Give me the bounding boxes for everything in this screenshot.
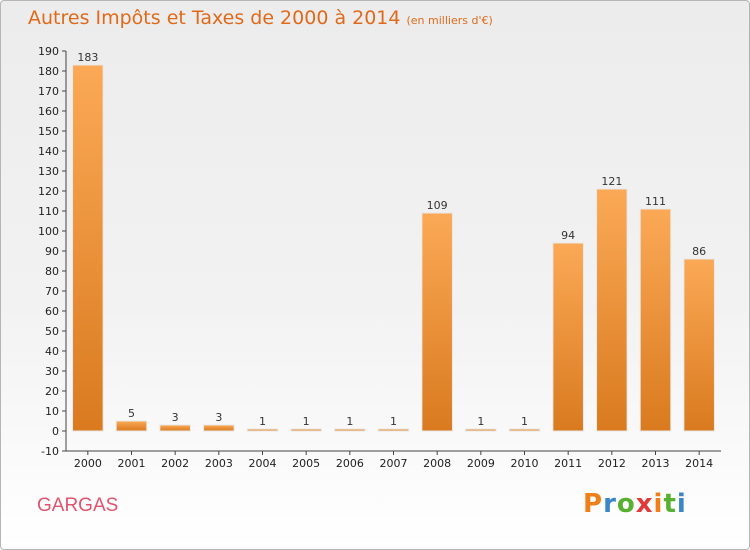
y-tick-label: 140 bbox=[38, 145, 59, 158]
x-tick-label: 2009 bbox=[467, 457, 495, 470]
bar bbox=[421, 212, 453, 432]
bar bbox=[596, 188, 628, 432]
logo-letter: t bbox=[663, 489, 677, 519]
x-tick-label: 2000 bbox=[74, 457, 102, 470]
logo-letter: P bbox=[583, 489, 604, 519]
proxiti-logo: Proxiti bbox=[583, 489, 687, 519]
bar bbox=[115, 420, 148, 432]
y-tick-label: 60 bbox=[45, 305, 59, 318]
y-tick-label: 120 bbox=[38, 185, 59, 198]
bar bbox=[290, 428, 322, 432]
y-tick-label: 30 bbox=[45, 365, 59, 378]
x-tick-label: 2013 bbox=[642, 457, 670, 470]
data-label: 121 bbox=[601, 175, 622, 188]
logo-letter: r bbox=[603, 489, 617, 519]
y-tick-label: 150 bbox=[38, 125, 59, 138]
x-tick-label: 2007 bbox=[380, 457, 408, 470]
y-tick-label: 50 bbox=[45, 325, 59, 338]
bars bbox=[72, 64, 715, 432]
x-tick-label: 2008 bbox=[423, 457, 451, 470]
x-tick-label: 2003 bbox=[205, 457, 233, 470]
bar bbox=[72, 64, 104, 432]
y-tick-label: 10 bbox=[45, 405, 59, 418]
data-label: 111 bbox=[645, 195, 666, 208]
x-tick-label: 2006 bbox=[336, 457, 364, 470]
bar bbox=[683, 258, 715, 432]
bar bbox=[246, 428, 279, 432]
bar bbox=[334, 428, 366, 432]
data-label: 1 bbox=[390, 415, 397, 428]
x-tick-label: 2002 bbox=[161, 457, 189, 470]
data-label: 3 bbox=[215, 411, 222, 424]
y-tick-label: 0 bbox=[52, 425, 59, 438]
x-tick-label: 2012 bbox=[598, 457, 626, 470]
logo-letter: i bbox=[653, 489, 664, 519]
data-label: 86 bbox=[692, 245, 706, 258]
x-tick-label: 2005 bbox=[292, 457, 320, 470]
y-tick-label: 100 bbox=[38, 225, 59, 238]
x-tick-label: 2010 bbox=[511, 457, 539, 470]
data-label: 183 bbox=[77, 51, 98, 64]
data-label: 1 bbox=[346, 415, 353, 428]
data-label: 3 bbox=[172, 411, 179, 424]
y-tick-label: 110 bbox=[38, 205, 59, 218]
data-label: 1 bbox=[477, 415, 484, 428]
bar bbox=[639, 208, 672, 432]
logo-letter: o bbox=[616, 489, 636, 519]
x-tick-label: 2014 bbox=[685, 457, 713, 470]
bar bbox=[377, 428, 410, 432]
data-label: 94 bbox=[561, 229, 575, 242]
bar bbox=[552, 242, 584, 432]
x-tick-label: 2011 bbox=[554, 457, 582, 470]
bar bbox=[465, 428, 497, 432]
chart-title-main: Autres Impôts et Taxes de 2000 à 2014 bbox=[28, 7, 401, 29]
chart-title: Autres Impôts et Taxes de 2000 à 2014 (en… bbox=[28, 7, 493, 29]
y-tick-label: 130 bbox=[38, 165, 59, 178]
bar bbox=[203, 424, 235, 432]
y-tick-label: 40 bbox=[45, 345, 59, 358]
y-tick-label: 20 bbox=[45, 385, 59, 398]
y-tick-label: 190 bbox=[38, 45, 59, 58]
x-tick-label: 2004 bbox=[249, 457, 277, 470]
y-tick-label: 70 bbox=[45, 285, 59, 298]
data-label: 5 bbox=[128, 407, 135, 420]
y-tick-label: -10 bbox=[41, 445, 59, 458]
data-label: 1 bbox=[521, 415, 528, 428]
data-label: 1 bbox=[303, 415, 310, 428]
axes: -10 0 10 20 30 40 50 60 70 80 90 100 110 120 130 140 150… bbox=[38, 45, 721, 470]
chart-unit: (en milliers d'€) bbox=[406, 14, 493, 27]
y-tick-label: 80 bbox=[45, 265, 59, 278]
logo-letter: x bbox=[635, 489, 654, 519]
data-label: 109 bbox=[427, 199, 448, 212]
x-tick-label: 2001 bbox=[118, 457, 146, 470]
bar bbox=[159, 424, 191, 432]
y-tick-label: 180 bbox=[38, 65, 59, 78]
logo-letter: i bbox=[676, 489, 687, 519]
bar bbox=[508, 428, 541, 432]
y-tick-label: 170 bbox=[38, 85, 59, 98]
y-tick-label: 90 bbox=[45, 245, 59, 258]
commune-name: GARGAS bbox=[37, 495, 119, 516]
data-label: 1 bbox=[259, 415, 266, 428]
y-tick-label: 160 bbox=[38, 105, 59, 118]
